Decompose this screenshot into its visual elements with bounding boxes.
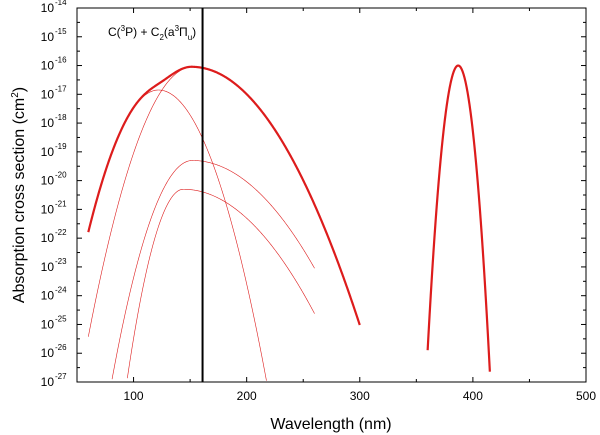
threshold-label-part-9: ) bbox=[192, 25, 196, 39]
threshold-group: C(3P) + C2(a3Πu) bbox=[108, 8, 204, 382]
y-tick-label: 10-20 bbox=[41, 171, 67, 188]
y-tick-label: 10-19 bbox=[41, 142, 67, 159]
y-tick-label-base: 10 bbox=[41, 231, 55, 245]
y-tick-label-base: 10 bbox=[41, 1, 55, 15]
y-tick-label-exponent: -26 bbox=[55, 343, 67, 352]
total-curve-uv bbox=[87, 65, 361, 326]
y-tick-label: 10-15 bbox=[41, 27, 67, 44]
threshold-label-part-7: Π bbox=[179, 25, 188, 39]
y-tick-label-base: 10 bbox=[41, 116, 55, 130]
y-tick-label-base: 10 bbox=[41, 346, 55, 360]
y-tick-label-exponent: -14 bbox=[55, 0, 67, 7]
y-tick-label-base: 10 bbox=[41, 317, 55, 331]
y-tick-label-exponent: -17 bbox=[55, 84, 67, 93]
y-tick-label-exponent: -25 bbox=[55, 314, 67, 323]
y-tick-label-base: 10 bbox=[41, 260, 55, 274]
y-tick-label-base: 10 bbox=[41, 289, 55, 303]
y-tick-label-base: 10 bbox=[41, 202, 55, 216]
y-tick-label-base: 10 bbox=[41, 375, 55, 389]
component-curve-3 bbox=[111, 160, 315, 380]
x-axis-title: Wavelength (nm) bbox=[270, 416, 391, 433]
y-tick-label-exponent: -27 bbox=[55, 372, 67, 381]
x-tick-label: 100 bbox=[124, 389, 144, 403]
total-curve-near-uv bbox=[426, 64, 491, 372]
y-tick-label: 10-24 bbox=[41, 286, 67, 303]
x-tick-label: 400 bbox=[463, 389, 483, 403]
y-tick-label: 10-25 bbox=[41, 314, 67, 331]
x-tick-label: 200 bbox=[237, 389, 257, 403]
y-tick-label-exponent: -15 bbox=[55, 27, 67, 36]
threshold-label-part-6: 3 bbox=[175, 24, 180, 33]
y-tick-label-exponent: -16 bbox=[55, 56, 67, 65]
y-axis-title-main: Absorption cross section (cm bbox=[11, 98, 28, 303]
y-tick-label-exponent: -19 bbox=[55, 142, 67, 151]
x-tick-label: 300 bbox=[350, 389, 370, 403]
y-tick-label-exponent: -21 bbox=[55, 199, 67, 208]
y-axis-title: Absorption cross section (cm2) bbox=[10, 87, 28, 303]
y-tick-label: 10-16 bbox=[41, 56, 67, 73]
y-axis-title-sup: 2 bbox=[10, 92, 21, 98]
component-curve-4 bbox=[127, 188, 315, 379]
y-tick-label-exponent: -22 bbox=[55, 228, 67, 237]
total-curves bbox=[87, 64, 491, 372]
y-tick-label-exponent: -20 bbox=[55, 171, 67, 180]
threshold-label-part-5: (a bbox=[164, 25, 175, 39]
y-tick-label-exponent: -18 bbox=[55, 113, 67, 122]
y-axis-title-end: ) bbox=[11, 87, 28, 92]
threshold-label-part-2: 3 bbox=[121, 24, 126, 33]
y-tick-label-base: 10 bbox=[41, 145, 55, 159]
y-tick-label: 10-27 bbox=[41, 372, 67, 389]
y-tick-label: 10-17 bbox=[41, 84, 67, 101]
y-tick-label: 10-18 bbox=[41, 113, 67, 130]
y-tick-label: 10-14 bbox=[41, 0, 67, 15]
x-axis: 100 200 300 400 500 bbox=[76, 8, 596, 403]
y-tick-label: 10-22 bbox=[41, 228, 67, 245]
plot-frame bbox=[76, 7, 587, 383]
y-tick-label-base: 10 bbox=[41, 174, 55, 188]
y-tick-label: 10-23 bbox=[41, 257, 67, 274]
y-tick-label-exponent: -23 bbox=[55, 257, 67, 266]
y-tick-label-exponent: -24 bbox=[55, 286, 67, 295]
y-tick-label-base: 10 bbox=[41, 59, 55, 73]
threshold-label-part-1: C( bbox=[108, 25, 121, 39]
threshold-label-part-8: u bbox=[188, 33, 192, 42]
y-tick-label: 10-21 bbox=[41, 199, 67, 216]
y-tick-label-base: 10 bbox=[41, 87, 55, 101]
y-axis: 10-1410-1510-1610-1710-1810-1910-2010-21… bbox=[41, 0, 586, 389]
threshold-label-part-3: P) + C bbox=[125, 25, 160, 39]
threshold-label-part-4: 2 bbox=[159, 33, 164, 42]
x-tick-label: 500 bbox=[576, 389, 596, 403]
y-tick-label-base: 10 bbox=[41, 30, 55, 44]
y-tick-label: 10-26 bbox=[41, 343, 67, 360]
threshold-label: C(3P) + C2(a3Πu) bbox=[108, 24, 196, 42]
